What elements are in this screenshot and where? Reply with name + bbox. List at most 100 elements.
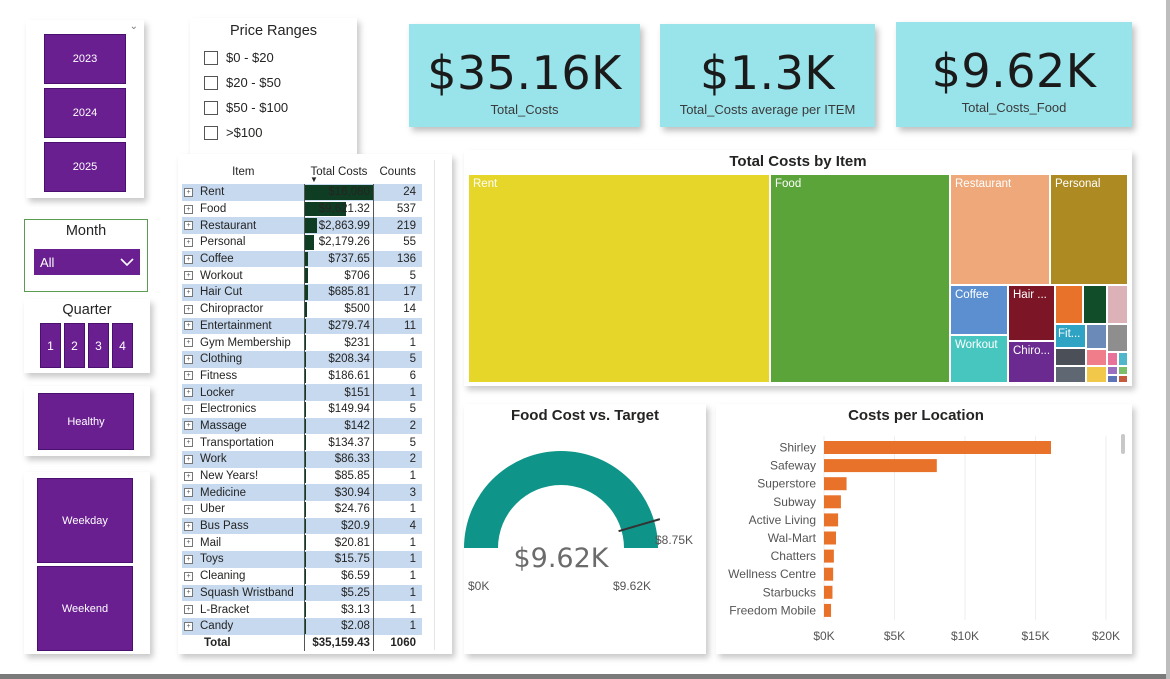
weekday-button[interactable]: Weekday — [37, 478, 133, 563]
treemap-tile-food[interactable]: Food — [770, 174, 950, 383]
table-row[interactable]: + Candy $2.08 1 — [182, 617, 422, 635]
expand-plus-icon[interactable]: + — [184, 504, 193, 514]
expand-plus-icon[interactable]: + — [184, 287, 193, 297]
healthy-button[interactable]: Healthy — [38, 393, 134, 450]
treemap-tile-work[interactable] — [1086, 349, 1107, 366]
treemap-tile-massage[interactable] — [1055, 348, 1086, 366]
price-range-option[interactable]: $50 - $100 — [204, 100, 288, 115]
bar-shirley[interactable] — [824, 441, 1052, 454]
treemap-tile-toys[interactable] — [1107, 375, 1118, 383]
expand-plus-icon[interactable]: + — [184, 388, 193, 398]
table-row[interactable]: + New Years! $85.85 1 — [182, 467, 422, 485]
treemap-tile-clothing[interactable] — [1107, 285, 1128, 324]
treemap-tile-workout[interactable]: Workout — [950, 335, 1008, 383]
expand-plus-icon[interactable]: + — [184, 605, 193, 614]
table-row[interactable]: + Uber $24.76 1 — [182, 501, 422, 518]
expand-plus-icon[interactable]: + — [184, 321, 193, 331]
treemap-tile-entertainment[interactable] — [1055, 285, 1083, 324]
treemap-tile-medicine[interactable] — [1107, 352, 1118, 366]
bar-superstore[interactable] — [824, 477, 847, 491]
bar-active-living[interactable] — [824, 513, 839, 527]
expand-plus-icon[interactable]: + — [184, 588, 193, 598]
checkbox[interactable] — [204, 100, 218, 115]
treemap-tile-small[interactable] — [1118, 375, 1128, 383]
table-row[interactable]: + Personal $2,179.26 55 — [182, 234, 422, 251]
table-row[interactable]: + L-Bracket $3.13 1 — [182, 601, 422, 618]
expand-plus-icon[interactable]: + — [184, 471, 193, 481]
year-button-2023[interactable]: 2023 — [44, 34, 126, 84]
table-row[interactable]: + Hair Cut $685.81 17 — [182, 284, 422, 301]
expand-plus-icon[interactable]: + — [184, 237, 193, 247]
treemap-tile-electronics[interactable] — [1107, 324, 1128, 352]
expand-plus-icon[interactable]: + — [184, 438, 193, 448]
treemap-tile-restaurant[interactable]: Restaurant — [950, 174, 1050, 285]
table-row[interactable]: + Bus Pass $20.9 4 — [182, 517, 422, 535]
expand-plus-icon[interactable]: + — [184, 571, 193, 581]
treemap-tile-locker[interactable] — [1086, 324, 1107, 349]
treemap-tile-bus-pass[interactable] — [1107, 366, 1118, 375]
table-row[interactable]: + Workout $706 5 — [182, 267, 422, 285]
checkbox[interactable] — [204, 125, 218, 140]
table-row[interactable]: + Food $9,621.32 537 — [182, 200, 422, 218]
year-button-2025[interactable]: 2025 — [44, 142, 126, 192]
treemap-tile-chiropractor[interactable]: Chiro... — [1008, 341, 1055, 383]
table-row[interactable]: + Restaurant $2,863.99 219 — [182, 217, 422, 235]
table-row[interactable]: + Locker $151 1 — [182, 384, 422, 401]
column-header-counts[interactable]: Counts — [379, 166, 416, 178]
sort-desc-icon[interactable]: ▼ — [310, 175, 318, 184]
bar-subway[interactable] — [824, 495, 841, 509]
table-row[interactable]: + Clothing $208.34 5 — [182, 350, 422, 368]
bar-wellness-centre[interactable] — [824, 567, 834, 581]
column-header-item[interactable]: Item — [232, 166, 255, 178]
column-header-total-costs[interactable]: Total Costs — [310, 166, 368, 178]
table-row[interactable]: + Coffee $737.65 136 — [182, 250, 422, 268]
treemap-tile-personal[interactable]: Personal — [1050, 174, 1128, 285]
expand-plus-icon[interactable]: + — [184, 338, 193, 347]
price-range-option[interactable]: $20 - $50 — [204, 75, 281, 90]
expand-plus-icon[interactable]: + — [184, 421, 193, 431]
expand-plus-icon[interactable]: + — [184, 204, 193, 214]
bar-safeway[interactable] — [824, 459, 937, 473]
expand-plus-icon[interactable]: + — [184, 354, 193, 364]
table-row[interactable]: + Gym Membership $231 1 — [182, 334, 422, 351]
expand-plus-icon[interactable]: + — [184, 538, 193, 548]
treemap-tile-coffee[interactable]: Coffee — [950, 285, 1008, 335]
bar-chatters[interactable] — [824, 549, 834, 563]
quarter-button-2[interactable]: 2 — [64, 323, 85, 368]
treemap-tile-new-years[interactable] — [1086, 366, 1107, 383]
table-row[interactable]: + Squash Wristband $5.25 1 — [182, 584, 422, 602]
table-row[interactable]: + Fitness $186.61 6 — [182, 367, 422, 385]
bar-starbucks[interactable] — [824, 585, 833, 599]
checkbox[interactable] — [204, 50, 218, 65]
treemap-tile-mail[interactable] — [1118, 366, 1128, 375]
chart-scrollbar[interactable] — [1121, 434, 1125, 454]
expand-plus-icon[interactable]: + — [184, 404, 193, 414]
month-dropdown[interactable]: All — [34, 249, 140, 275]
table-row[interactable]: + Electronics $149.94 5 — [182, 400, 422, 418]
treemap-tile-fitness[interactable]: Fit... — [1055, 324, 1086, 348]
quarter-button-3[interactable]: 3 — [88, 323, 109, 368]
quarter-button-1[interactable]: 1 — [40, 323, 61, 368]
price-range-option[interactable]: >$100 — [204, 125, 263, 140]
expand-plus-icon[interactable]: + — [184, 521, 193, 531]
table-row[interactable]: + Cleaning $6.59 1 — [182, 567, 422, 585]
expand-plus-icon[interactable]: + — [184, 304, 193, 314]
treemap-tile-uber[interactable] — [1118, 352, 1128, 366]
chevron-down-icon[interactable]: ⌄ — [129, 21, 138, 32]
table-row[interactable]: + Work $86.33 2 — [182, 451, 422, 468]
expand-plus-icon[interactable]: + — [184, 554, 193, 564]
year-button-2024[interactable]: 2024 — [44, 88, 126, 138]
treemap-tile-rent[interactable]: Rent — [468, 174, 770, 383]
table-row[interactable]: + Transportation $134.37 5 — [182, 434, 422, 451]
table-row[interactable]: + Mail $20.81 1 — [182, 534, 422, 552]
price-range-option[interactable]: $0 - $20 — [204, 50, 274, 65]
expand-plus-icon[interactable]: + — [184, 454, 193, 464]
treemap-tile-transportation[interactable] — [1055, 366, 1086, 383]
expand-plus-icon[interactable]: + — [184, 187, 193, 197]
expand-plus-icon[interactable]: + — [184, 371, 193, 381]
bar-freedom-mobile[interactable] — [824, 603, 832, 617]
table-row[interactable]: + Rent $16,080 24 — [182, 184, 422, 201]
expand-plus-icon[interactable]: + — [184, 254, 193, 264]
table-row[interactable]: + Entertainment $279.74 11 — [182, 317, 422, 335]
checkbox[interactable] — [204, 75, 218, 90]
